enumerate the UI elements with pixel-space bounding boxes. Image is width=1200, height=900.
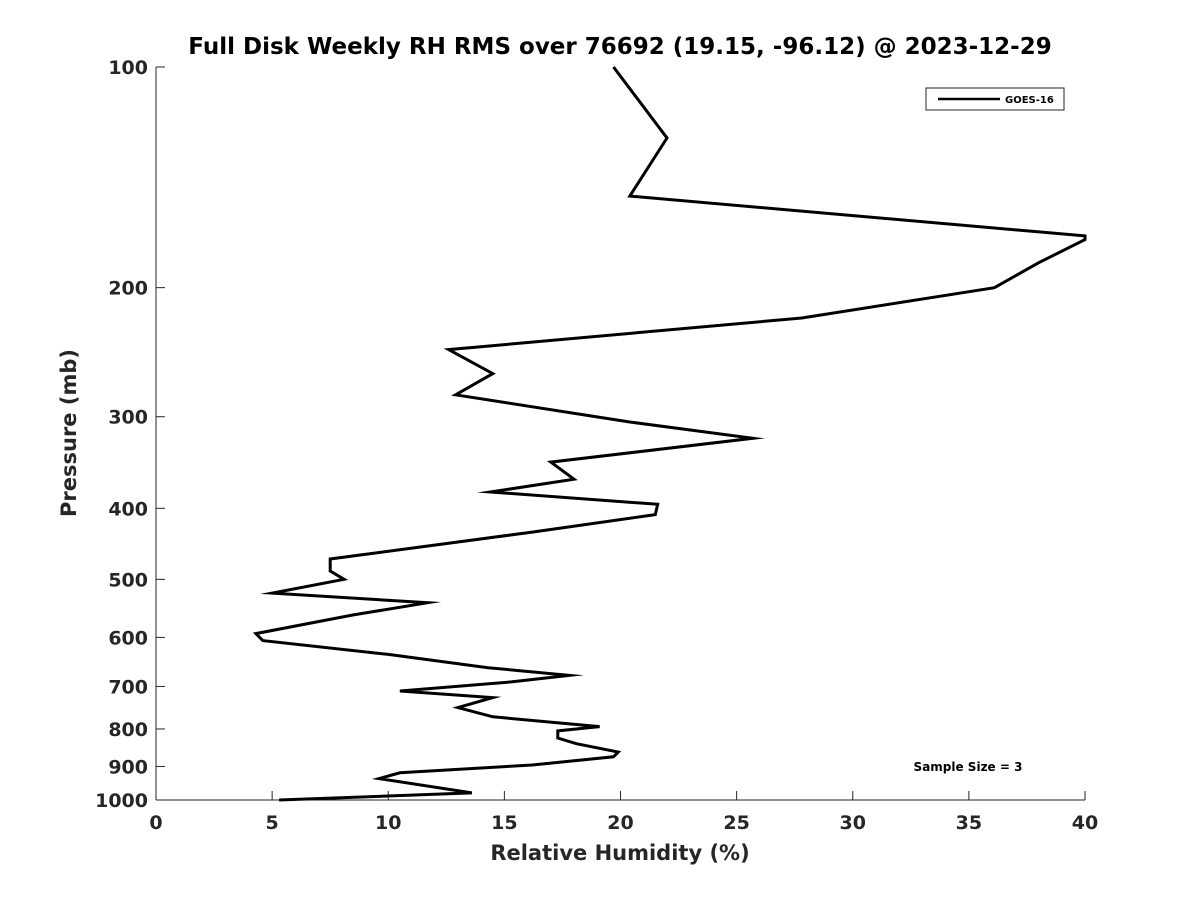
y-ticks: 100 200 300 400 500 600 700 800 900 1000: [95, 57, 165, 812]
x-tick-label: 20: [607, 812, 633, 834]
sample-size-annotation: Sample Size = 3: [914, 760, 1023, 774]
x-tick-label: 5: [266, 812, 279, 834]
axes: 0 5 10 15 20 25 30 35 40 100 200 300 400 500 600 700 80…: [95, 57, 1098, 834]
y-tick-label: 900: [108, 756, 148, 778]
x-tick-label: 10: [375, 812, 401, 834]
x-ticks: 0 5 10 15 20 25 30 35 40: [149, 791, 1098, 834]
chart-title: Full Disk Weekly RH RMS over 76692 (19.1…: [188, 34, 1051, 60]
x-tick-label: 40: [1072, 812, 1098, 834]
y-tick-label: 200: [108, 278, 148, 300]
x-tick-label: 15: [491, 812, 517, 834]
legend: GOES-16: [925, 87, 1065, 111]
x-tick-label: 0: [149, 812, 162, 834]
y-tick-label: 500: [108, 569, 148, 591]
y-tick-label: 400: [108, 498, 148, 520]
x-axis-label: Relative Humidity (%): [490, 841, 749, 865]
y-tick-label: 1000: [95, 790, 148, 812]
x-tick-label: 35: [956, 812, 982, 834]
y-tick-label: 700: [108, 676, 148, 698]
y-tick-label: 300: [108, 407, 148, 429]
y-tick-label: 800: [108, 719, 148, 741]
y-axis-label: Pressure (mb): [57, 349, 81, 517]
y-tick-label: 600: [108, 627, 148, 649]
series-group: [252, 66, 1087, 802]
legend-entry-goes-16: GOES-16: [1005, 95, 1054, 106]
x-tick-label: 25: [723, 812, 749, 834]
y-tick-label: 100: [108, 57, 148, 79]
x-tick-label: 30: [840, 812, 866, 834]
series-line-goes-16: [252, 66, 1087, 802]
